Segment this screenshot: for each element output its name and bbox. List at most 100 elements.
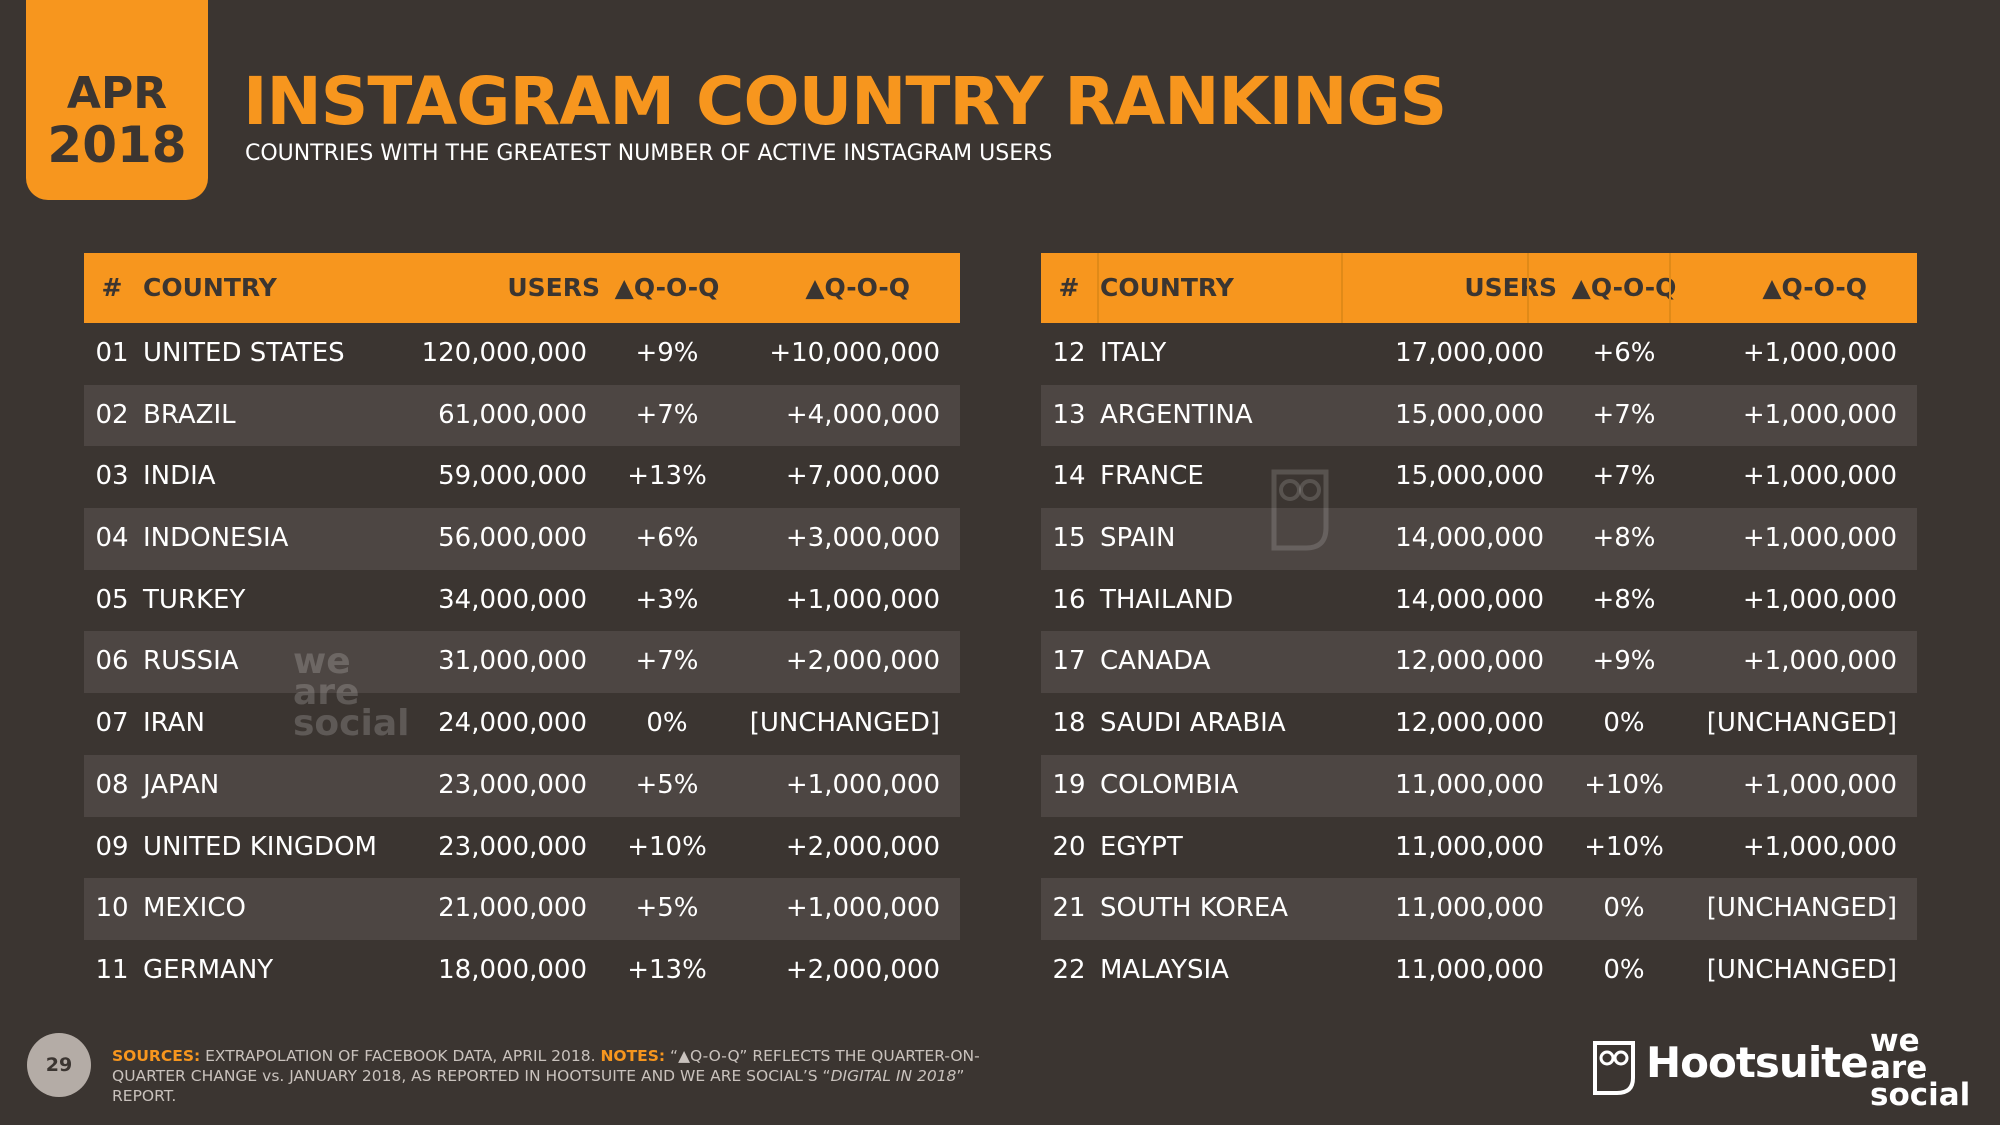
country: INDONESIA (143, 523, 289, 554)
rank: 15 (1052, 523, 1086, 554)
change-absolute: +1,000,000 (1742, 399, 1897, 430)
change-percent: +13% (627, 954, 707, 985)
users: 11,000,000 (1395, 954, 1544, 985)
users: 11,000,000 (1395, 769, 1544, 800)
rank: 05 (95, 584, 129, 615)
column-header: ▲Q-O-Q (614, 273, 720, 302)
rank: 01 (95, 338, 129, 368)
rank: 20 (1052, 831, 1086, 862)
change-percent: 0% (646, 708, 688, 739)
country: MALAYSIA (1100, 954, 1229, 985)
column-header: # (1058, 273, 1080, 302)
rank: 14 (1052, 461, 1086, 492)
country: INDIA (143, 461, 216, 492)
rank: 11 (95, 954, 129, 985)
column-separator (1527, 253, 1529, 323)
date-badge: APR 2018 (26, 0, 208, 200)
column-header: USERS (507, 273, 600, 302)
column-separator (1341, 253, 1343, 323)
rank: 02 (95, 399, 129, 430)
table-row: 22 MALAYSIA 11,000,000 0% [UNCHANGED] (1041, 940, 1917, 1002)
column-header: # (101, 273, 123, 302)
rank: 21 (1052, 893, 1086, 924)
table-row: 12 ITALY 17,000,000 +6% +1,000,000 (1041, 323, 1917, 385)
table-row: 10 MEXICO 21,000,000 +5% +1,000,000 (84, 878, 960, 940)
footer-note: SOURCES: EXTRAPOLATION OF FACEBOOK DATA,… (112, 1046, 1012, 1106)
change-absolute: +1,000,000 (1742, 461, 1897, 492)
column-header: ▲Q-O-Q (1762, 273, 1867, 302)
change-percent: +8% (1592, 523, 1656, 554)
table-row: 06 RUSSIA 31,000,000 +7% +2,000,000 (84, 631, 960, 694)
users: 59,000,000 (438, 461, 587, 492)
country: THAILAND (1100, 584, 1234, 615)
users: 15,000,000 (1395, 399, 1544, 430)
badge-year: 2018 (47, 116, 187, 174)
users: 11,000,000 (1395, 893, 1544, 924)
users: 12,000,000 (1395, 646, 1544, 677)
country: COLOMBIA (1100, 769, 1239, 800)
change-percent: 0% (1603, 893, 1645, 924)
table-row: 18 SAUDI ARABIA 12,000,000 0% [UNCHANGED] (1041, 693, 1917, 755)
country: FRANCE (1100, 461, 1204, 492)
change-percent: +10% (627, 831, 707, 862)
change-percent: +6% (635, 523, 699, 554)
subtitle: COUNTRIES WITH THE GREATEST NUMBER OF AC… (245, 141, 1053, 166)
change-absolute: +1,000,000 (1742, 584, 1897, 615)
table-row: 05 TURKEY 34,000,000 +3% +1,000,000 (84, 570, 960, 632)
table-row: 01 UNITED STATES 120,000,000 +9% +10,000,000 (84, 323, 960, 385)
notes: “▲Q-O-Q” REFLECTS THE QUARTER-ON-QUARTER… (112, 1047, 980, 1085)
users: 61,000,000 (438, 399, 587, 430)
change-absolute: +3,000,000 (785, 523, 940, 554)
change-absolute: +10,000,000 (769, 338, 940, 368)
watermark: we are social (293, 641, 410, 744)
table-row: 19 COLOMBIA 11,000,000 +10% +1,000,000 (1041, 754, 1917, 817)
country: IRAN (143, 708, 205, 739)
country: UNITED STATES (143, 338, 345, 368)
change-absolute: +7,000,000 (785, 461, 940, 492)
page-number: 29 (27, 1033, 91, 1097)
sources-label: SOURCES: (112, 1047, 201, 1065)
change-absolute: +1,000,000 (1742, 523, 1897, 554)
rank: 10 (95, 893, 129, 924)
country: ARGENTINA (1100, 399, 1253, 430)
rank: 06 (95, 646, 129, 677)
change-percent: +9% (1592, 646, 1656, 677)
users: 24,000,000 (438, 708, 587, 739)
change-percent: +7% (1592, 461, 1656, 492)
column-header: ▲Q-O-Q (1571, 273, 1677, 302)
change-absolute: [UNCHANGED] (1706, 954, 1897, 985)
users: 31,000,000 (438, 646, 587, 677)
change-absolute: [UNCHANGED] (1706, 893, 1897, 924)
country: SAUDI ARABIA (1100, 708, 1286, 739)
change-percent: +5% (635, 893, 699, 924)
rank: 08 (95, 769, 129, 800)
change-percent: +7% (635, 399, 699, 430)
rank: 09 (95, 831, 129, 862)
table-row: 21 SOUTH KOREA 11,000,000 0% [UNCHANGED] (1041, 878, 1917, 940)
users: 18,000,000 (438, 954, 587, 985)
change-absolute: +2,000,000 (785, 831, 940, 862)
brand-we-are-social: we are social (1870, 1023, 1971, 1113)
owl-watermark (1271, 469, 1329, 551)
users: 23,000,000 (438, 769, 587, 800)
country: TURKEY (143, 584, 246, 615)
change-percent: 0% (1603, 954, 1645, 985)
table-row: 09 UNITED KINGDOM 23,000,000 +10% +2,000,000 (84, 817, 960, 879)
rank: 16 (1052, 584, 1086, 615)
table-row: 14 FRANCE 15,000,000 +7% +1,000,000 (1041, 446, 1917, 508)
country: CANADA (1100, 646, 1211, 677)
change-absolute: +1,000,000 (1742, 338, 1897, 368)
change-percent: +7% (1592, 399, 1656, 430)
brand-hootsuite: Hootsuite (1646, 1038, 1869, 1087)
column-header: COUNTRY (143, 273, 277, 302)
change-percent: +6% (1592, 338, 1656, 368)
rank: 03 (95, 461, 129, 492)
change-absolute: +1,000,000 (1742, 646, 1897, 677)
country: SPAIN (1100, 523, 1176, 554)
rank: 18 (1052, 708, 1086, 739)
country: MEXICO (143, 893, 246, 924)
badge-month: APR (66, 68, 168, 119)
header-row: # COUNTRY USERS ▲Q-O-Q ▲Q-O-Q (1041, 253, 1917, 323)
ranking-table: # COUNTRY USERS ▲Q-O-Q ▲Q-O-Q 12 ITALY 17,000,0… (1041, 253, 1917, 1002)
country: GERMANY (143, 954, 274, 985)
